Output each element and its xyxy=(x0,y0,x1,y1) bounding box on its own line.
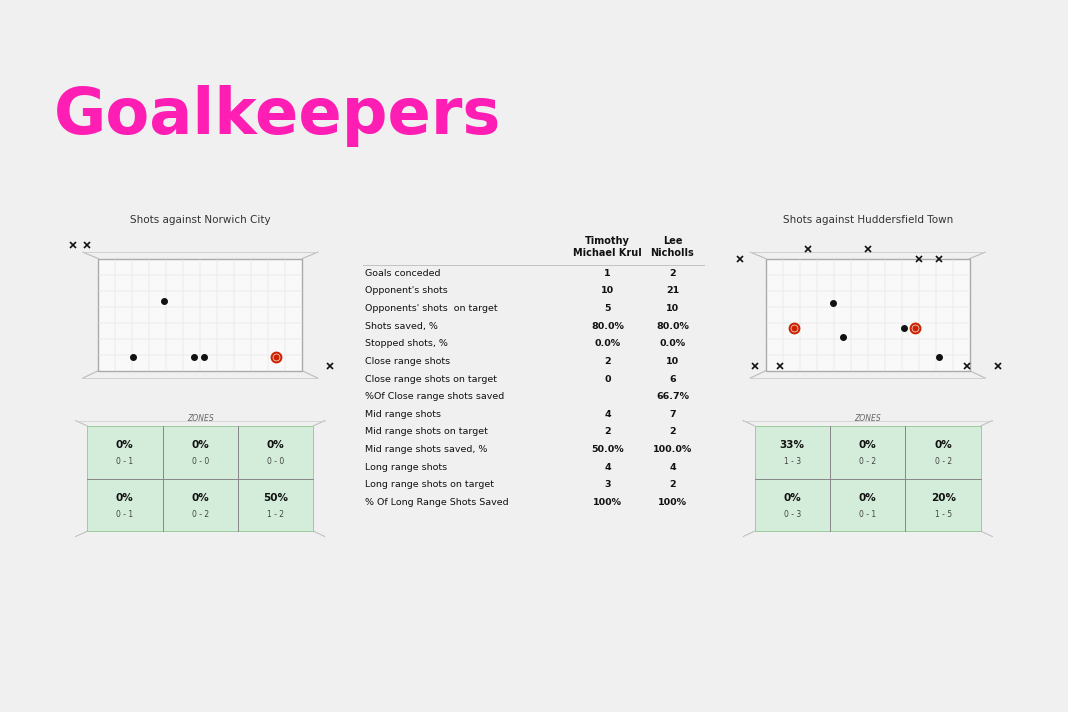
Text: 7: 7 xyxy=(669,410,676,419)
Text: 0 - 1: 0 - 1 xyxy=(116,510,134,518)
Bar xyxy=(766,258,970,371)
Bar xyxy=(238,426,314,478)
Bar xyxy=(363,423,705,441)
Text: Lee
Nicholls: Lee Nicholls xyxy=(650,236,694,258)
Text: 1 - 5: 1 - 5 xyxy=(934,510,952,518)
Text: 0%: 0% xyxy=(859,493,877,503)
Text: 4: 4 xyxy=(604,463,611,471)
Bar xyxy=(754,478,830,531)
Text: 4: 4 xyxy=(669,463,676,471)
Text: ZONES: ZONES xyxy=(854,414,881,423)
Text: Opponents' shots  on target: Opponents' shots on target xyxy=(365,304,498,313)
Text: 0 - 1: 0 - 1 xyxy=(859,510,877,518)
Text: ZONES: ZONES xyxy=(187,414,214,423)
Text: Long range shots on target: Long range shots on target xyxy=(365,481,493,489)
Bar xyxy=(238,478,314,531)
Text: Shots saved, %: Shots saved, % xyxy=(365,322,438,330)
Bar xyxy=(363,388,705,405)
Bar xyxy=(363,459,705,476)
Bar xyxy=(88,478,162,531)
Text: 2: 2 xyxy=(669,481,676,489)
Text: 0%: 0% xyxy=(116,493,134,503)
Text: Close range shots on target: Close range shots on target xyxy=(365,375,497,384)
Text: 0 - 2: 0 - 2 xyxy=(191,510,209,518)
Text: 0%: 0% xyxy=(934,440,952,450)
Title: Shots against Norwich City: Shots against Norwich City xyxy=(130,215,270,225)
Bar xyxy=(363,493,705,511)
Text: 80.0%: 80.0% xyxy=(591,322,624,330)
Text: Timothy
Michael Krul: Timothy Michael Krul xyxy=(574,236,642,258)
Bar xyxy=(98,258,302,371)
Text: 50.0%: 50.0% xyxy=(592,445,624,454)
Text: 0: 0 xyxy=(604,375,611,384)
Text: Goals conceded: Goals conceded xyxy=(365,269,440,278)
Bar xyxy=(830,478,906,531)
Text: 0%: 0% xyxy=(116,440,134,450)
Bar xyxy=(363,318,705,335)
Text: 0 - 1: 0 - 1 xyxy=(116,457,134,466)
Text: 50%: 50% xyxy=(263,493,288,503)
Text: Opponent's shots: Opponent's shots xyxy=(365,286,447,295)
Text: 66.7%: 66.7% xyxy=(656,392,689,401)
Text: 0%: 0% xyxy=(267,440,284,450)
Text: 21: 21 xyxy=(665,286,679,295)
Bar xyxy=(906,478,981,531)
Text: 2: 2 xyxy=(669,269,676,278)
Bar xyxy=(830,426,906,478)
Text: 0%: 0% xyxy=(784,493,801,503)
Text: 0 - 3: 0 - 3 xyxy=(784,510,801,518)
Bar xyxy=(754,426,830,478)
Bar xyxy=(363,282,705,300)
Text: 0 - 0: 0 - 0 xyxy=(267,457,284,466)
Text: 6: 6 xyxy=(669,375,676,384)
Text: 4: 4 xyxy=(604,410,611,419)
Text: Close range shots: Close range shots xyxy=(365,357,450,366)
Bar xyxy=(88,426,162,478)
Bar xyxy=(906,426,981,478)
Text: 0 - 2: 0 - 2 xyxy=(859,457,877,466)
Text: 0%: 0% xyxy=(191,440,209,450)
Text: 5: 5 xyxy=(604,304,611,313)
Text: Goalkeepers: Goalkeepers xyxy=(53,85,501,147)
Text: 0%: 0% xyxy=(859,440,877,450)
Bar xyxy=(363,352,705,370)
Text: Mid range shots saved, %: Mid range shots saved, % xyxy=(365,445,487,454)
Text: 100%: 100% xyxy=(593,498,622,507)
Text: 0.0%: 0.0% xyxy=(659,340,686,348)
Text: %Of Close range shots saved: %Of Close range shots saved xyxy=(365,392,504,401)
Text: Mid range shots on target: Mid range shots on target xyxy=(365,427,488,436)
Text: 0 - 2: 0 - 2 xyxy=(934,457,952,466)
Text: 10: 10 xyxy=(601,286,614,295)
Bar xyxy=(162,426,238,478)
Text: 10: 10 xyxy=(665,304,679,313)
Text: % Of Long Range Shots Saved: % Of Long Range Shots Saved xyxy=(365,498,508,507)
Text: 1: 1 xyxy=(604,269,611,278)
Text: 0.0%: 0.0% xyxy=(595,340,621,348)
Text: 2: 2 xyxy=(669,427,676,436)
Text: 80.0%: 80.0% xyxy=(656,322,689,330)
Bar xyxy=(162,478,238,531)
Text: 2: 2 xyxy=(604,427,611,436)
Text: Mid range shots: Mid range shots xyxy=(365,410,441,419)
Text: Stopped shots, %: Stopped shots, % xyxy=(365,340,447,348)
Text: 0 - 0: 0 - 0 xyxy=(191,457,209,466)
Text: 3: 3 xyxy=(604,481,611,489)
Text: 10: 10 xyxy=(665,357,679,366)
Text: Long range shots: Long range shots xyxy=(365,463,446,471)
Text: 100%: 100% xyxy=(658,498,687,507)
Text: 20%: 20% xyxy=(930,493,956,503)
Text: 33%: 33% xyxy=(780,440,805,450)
Text: 100.0%: 100.0% xyxy=(653,445,692,454)
Title: Shots against Huddersfield Town: Shots against Huddersfield Town xyxy=(783,215,953,225)
Text: 1 - 3: 1 - 3 xyxy=(784,457,801,466)
Text: 1 - 2: 1 - 2 xyxy=(267,510,284,518)
Text: 2: 2 xyxy=(604,357,611,366)
Text: 0%: 0% xyxy=(191,493,209,503)
